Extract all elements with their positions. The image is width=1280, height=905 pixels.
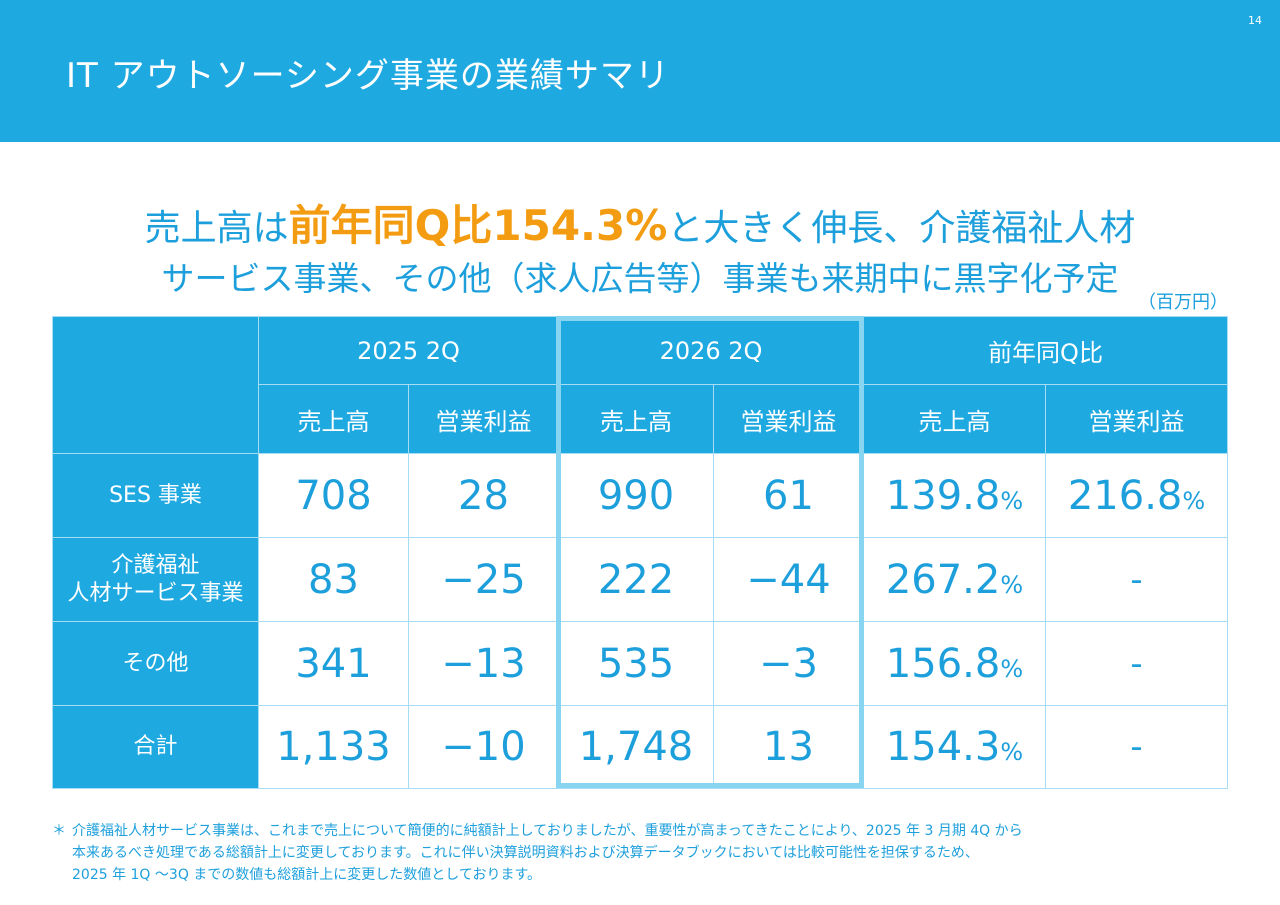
table-row: SES 事業 708 28 990 61 139.8% 216.8% — [52, 453, 1229, 538]
footnote-line: 2025 年 1Q ～3Q までの数値も総額計上に変更した数値としております。 — [72, 867, 542, 883]
headline-post: と大きく伸長、介護福祉人材 — [667, 208, 1136, 249]
footnote-line: 介護福祉人材サービス事業は、これまで売上について簡便的に純額計上しておりましたが… — [72, 823, 1023, 839]
value-cell: 708 — [258, 453, 409, 538]
ratio-cell: 267.2% — [863, 537, 1046, 622]
percent-sign: % — [1000, 486, 1024, 515]
table-row-total: 合計 1,133 −10 1,748 13 154.3% - — [52, 705, 1229, 789]
ratio-value: 267.2 — [885, 556, 1001, 603]
value-cell: 222 — [558, 537, 714, 622]
slide-header: IT アウトソーシング事業の業績サマリ 14 — [0, 0, 1280, 142]
value-cell: −10 — [408, 705, 559, 789]
value-cell: 83 — [258, 537, 409, 622]
subheader-sales-2026: 売上高 — [558, 384, 714, 454]
row-label-other: その他 — [52, 621, 259, 706]
table-subheader-row: 売上高 営業利益 売上高 営業利益 売上高 営業利益 — [53, 384, 1229, 454]
period-header-yoy: 前年同Q比 — [862, 316, 1229, 385]
ratio-value: 154.3 — [885, 724, 1001, 770]
value-cell: 28 — [408, 453, 559, 538]
ratio-cell: 139.8% — [863, 453, 1046, 538]
value-cell: 341 — [258, 621, 409, 706]
footnote: ＊ 介護福祉人材サービス事業は、これまで売上について簡便的に純額計上しておりまし… — [52, 820, 1242, 886]
corner-header-cell — [52, 316, 259, 454]
row-label-line: SES 事業 — [109, 482, 202, 508]
headline-line-1: 売上高は前年同Q比154.3%と大きく伸長、介護福祉人材 — [0, 192, 1280, 253]
value-cell: 61 — [713, 453, 864, 538]
row-label-total: 合計 — [52, 705, 259, 789]
row-label-line: 介護福祉 — [111, 553, 200, 578]
percent-sign: % — [1000, 654, 1024, 683]
ratio-value: 139.8 — [885, 472, 1001, 519]
value-cell: −44 — [713, 537, 864, 622]
row-label-ses: SES 事業 — [52, 453, 259, 538]
ratio-value: 216.8 — [1067, 472, 1183, 519]
page-number: 14 — [1248, 14, 1262, 27]
table-row: 介護福祉 人材サービス事業 83 −25 222 −44 267.2% - — [52, 537, 1229, 622]
footnote-marker: ＊ — [52, 823, 66, 839]
ratio-cell: 154.3% — [863, 705, 1046, 789]
ratio-cell: 156.8% — [863, 621, 1046, 706]
subheader-sales-yoy: 売上高 — [863, 384, 1046, 454]
percent-sign: % — [1182, 486, 1206, 515]
table-header-row: 2025 2Q 2026 2Q 前年同Q比 — [52, 316, 1229, 454]
subheader-profit-yoy: 営業利益 — [1044, 384, 1229, 454]
subheader-profit-2025: 営業利益 — [408, 384, 559, 454]
period-header-2025: 2025 2Q — [258, 316, 559, 385]
ratio-cell-empty: - — [1044, 705, 1229, 789]
value-cell: 535 — [558, 621, 714, 706]
value-cell: 1,748 — [558, 705, 714, 789]
percent-sign: % — [1000, 570, 1024, 599]
slide-title: IT アウトソーシング事業の業績サマリ — [66, 56, 670, 96]
performance-summary-table: 2025 2Q 2026 2Q 前年同Q比 売上高 営業利益 売上高 営業利益 … — [52, 316, 1229, 789]
ratio-cell: 216.8% — [1044, 453, 1229, 538]
row-label-line: 人材サービス事業 — [67, 580, 244, 606]
headline-highlight: 前年同Q比154.3% — [288, 201, 668, 250]
table-row: その他 341 −13 535 −3 156.8% - — [52, 621, 1229, 706]
value-cell: −3 — [713, 621, 864, 706]
row-label-care: 介護福祉 人材サービス事業 — [52, 537, 259, 622]
footnote-line: 本来あるべき処理である総額計上に変更しております。これに伴い決算説明資料および決… — [72, 845, 979, 861]
value-cell: 13 — [713, 705, 864, 789]
headline-pre: 売上高は — [144, 208, 289, 249]
value-cell: −13 — [408, 621, 559, 706]
ratio-cell-empty: - — [1044, 537, 1229, 622]
subheader-profit-2026: 営業利益 — [713, 384, 864, 454]
row-label-line: 合計 — [133, 734, 178, 760]
value-cell: 990 — [558, 453, 714, 538]
unit-label: （百万円） — [1138, 292, 1228, 313]
ratio-cell-empty: - — [1044, 621, 1229, 706]
row-label-line: その他 — [122, 650, 189, 676]
value-cell: 1,133 — [258, 705, 409, 789]
subheader-sales-2025: 売上高 — [258, 384, 409, 454]
period-header-2026: 2026 2Q — [558, 316, 864, 385]
percent-sign: % — [1000, 738, 1024, 766]
ratio-value: 156.8 — [885, 640, 1001, 687]
headline-line-2: サービス事業、その他（求人広告等）事業も来期中に黒字化予定 — [161, 259, 1119, 298]
value-cell: −25 — [408, 537, 559, 622]
